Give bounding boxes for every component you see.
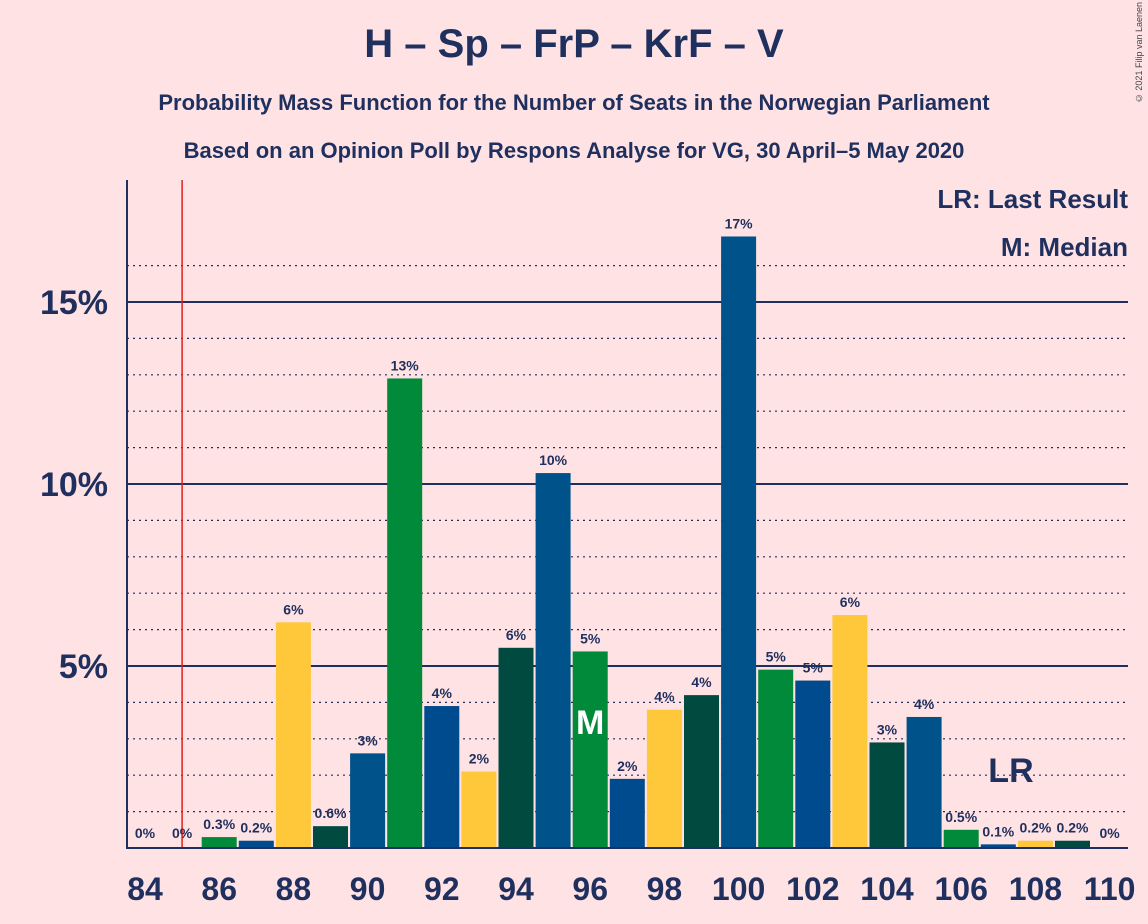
x-tick-label: 90: [350, 871, 386, 907]
x-tick-label: 98: [647, 871, 683, 907]
data-label: 0%: [1099, 825, 1120, 841]
x-tick-label: 100: [712, 871, 765, 907]
bar-seat-88: [275, 622, 311, 848]
data-label: 4%: [654, 689, 675, 705]
data-label: 10%: [539, 452, 568, 468]
bar-seat-95: [535, 473, 571, 848]
data-label: 0%: [135, 825, 156, 841]
data-label: 3%: [877, 721, 898, 737]
data-label: 5%: [803, 660, 824, 676]
legend-median: M: Median: [1000, 232, 1128, 262]
bar-seat-87: [238, 840, 274, 848]
data-label: 13%: [391, 357, 420, 373]
data-label: 5%: [766, 649, 787, 665]
chart-subtitle-poll: Based on an Opinion Poll by Respons Anal…: [183, 138, 965, 163]
bar-seat-103: [832, 615, 868, 848]
legend-last-result: LR: Last Result: [937, 184, 1128, 214]
data-label: 4%: [691, 674, 712, 690]
x-tick-label: 92: [424, 871, 460, 907]
bar-seat-93: [461, 771, 497, 848]
data-label: 5%: [580, 630, 601, 646]
data-label: 6%: [840, 594, 861, 610]
y-tick-label: 5%: [59, 648, 108, 686]
bar-seat-92: [424, 706, 460, 848]
bar-seat-97: [609, 778, 645, 848]
median-marker: M: [576, 704, 604, 742]
data-label: 3%: [357, 732, 378, 748]
bar-seat-101: [758, 669, 794, 848]
data-label: 0.6%: [315, 805, 347, 821]
last-result-label: LR: [988, 752, 1033, 790]
x-tick-label: 102: [786, 871, 839, 907]
data-label: 0.1%: [982, 823, 1014, 839]
data-label: 2%: [617, 758, 638, 774]
bar-seat-104: [869, 742, 905, 848]
bar-seat-86: [201, 837, 237, 848]
bar-seat-90: [350, 753, 386, 848]
bar-seat-91: [387, 378, 423, 848]
x-tick-label: 86: [201, 871, 237, 907]
x-tick-label: 108: [1009, 871, 1062, 907]
data-label: 0.2%: [1019, 820, 1051, 836]
data-label: 6%: [283, 601, 304, 617]
bar-seat-102: [795, 680, 831, 848]
x-tick-label: 110: [1084, 871, 1136, 907]
chart-title: H – Sp – FrP – KrF – V: [364, 22, 784, 66]
y-tick-label: 15%: [40, 284, 108, 322]
bar-seat-94: [498, 647, 534, 848]
x-tick-label: 106: [935, 871, 988, 907]
bar-seat-105: [906, 716, 942, 848]
data-label: 6%: [506, 627, 527, 643]
y-tick-label: 10%: [40, 466, 108, 504]
bar-seat-107: [980, 844, 1016, 848]
data-label: 0%: [172, 825, 193, 841]
data-label: 2%: [469, 751, 490, 767]
data-label: 0.2%: [1057, 820, 1089, 836]
x-tick-label: 94: [498, 871, 534, 907]
x-tick-label: 88: [276, 871, 312, 907]
data-label: 0.2%: [240, 820, 272, 836]
chart-subtitle-method: Probability Mass Function for the Number…: [158, 90, 990, 115]
data-label: 17%: [725, 215, 754, 231]
data-label: 4%: [432, 685, 453, 701]
data-label: 4%: [914, 696, 935, 712]
bar-seat-98: [646, 709, 682, 848]
bar-seat-100: [721, 236, 757, 849]
bar-seat-109: [1055, 840, 1090, 848]
x-tick-label: 104: [860, 871, 914, 907]
bar-seat-108: [1017, 840, 1053, 848]
bar-seat-106: [943, 829, 979, 848]
data-label: 0.3%: [203, 816, 235, 832]
x-tick-label: 96: [572, 871, 608, 907]
data-label: 0.5%: [945, 809, 977, 825]
bar-seat-96: [572, 651, 608, 848]
bar-seat-89: [313, 826, 348, 848]
x-tick-label: 84: [127, 871, 163, 907]
bar-seat-99: [684, 695, 719, 848]
